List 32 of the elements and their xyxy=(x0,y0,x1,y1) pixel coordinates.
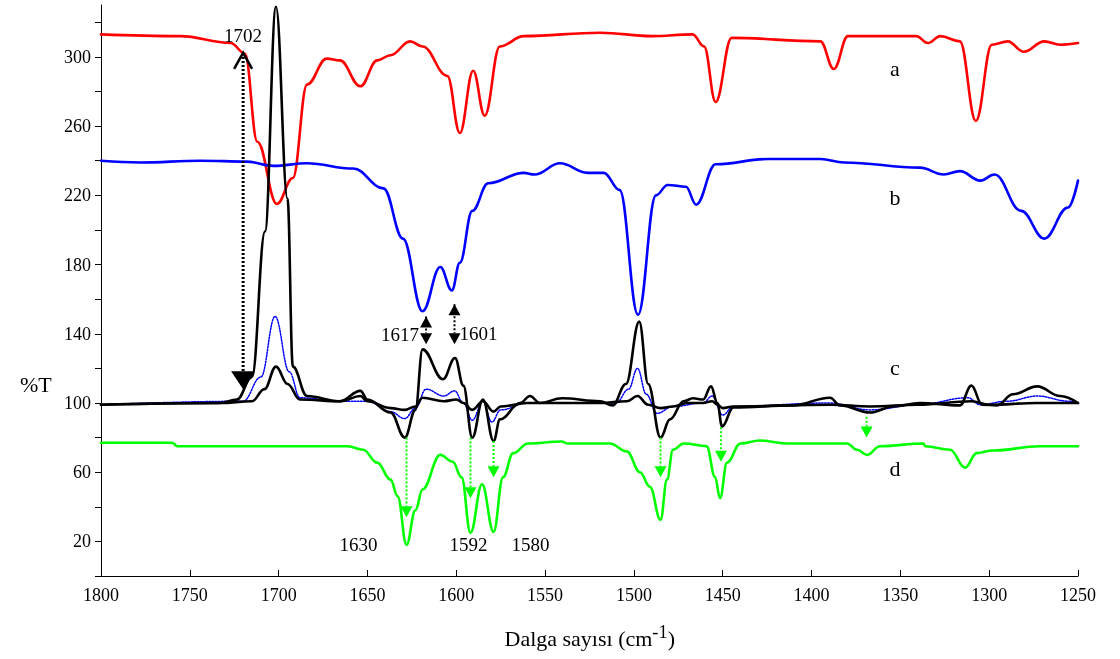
series-label: b xyxy=(889,184,901,210)
annotation: 1617 xyxy=(381,323,420,345)
series-label: a xyxy=(890,56,900,82)
annotation: 1592 xyxy=(449,534,488,556)
y-tick-label: 260 xyxy=(64,116,91,137)
annotation: 1601 xyxy=(459,323,498,345)
x-tick-label: 1650 xyxy=(349,585,386,605)
y-tick-label: 220 xyxy=(64,185,91,206)
x-tick-label: 1250 xyxy=(1060,585,1096,605)
y-tick-label: 180 xyxy=(64,254,91,275)
y-tick-label: 140 xyxy=(64,323,91,344)
x-tick-label: 1400 xyxy=(793,585,830,605)
y-axis-title: %T xyxy=(20,372,52,397)
annotation: 1630 xyxy=(339,534,378,556)
x-tick-label: 1750 xyxy=(171,585,208,605)
x-tick-label: 1800 xyxy=(83,585,119,605)
x-tick-label: 1500 xyxy=(615,585,652,605)
y-tick-label: 20 xyxy=(73,531,91,552)
x-axis-title: Dalga sayısı (cm$^{-1}$) xyxy=(504,621,675,651)
x-tick-label: 1700 xyxy=(260,585,297,605)
series-label: d xyxy=(889,456,901,482)
series-label: c xyxy=(890,355,900,381)
x-tick-label: 1550 xyxy=(527,585,564,605)
x-tick-label: 1450 xyxy=(704,585,741,605)
y-tick-label: 300 xyxy=(64,46,91,67)
y-tick-label: 60 xyxy=(73,462,91,483)
x-tick-label: 1300 xyxy=(971,585,1008,605)
annotation: 1580 xyxy=(511,534,550,556)
y-tick-label: 100 xyxy=(64,392,91,413)
annotation: 1702 xyxy=(224,25,263,47)
x-tick-label: 1600 xyxy=(438,585,475,605)
x-tick-label: 1350 xyxy=(882,585,919,605)
